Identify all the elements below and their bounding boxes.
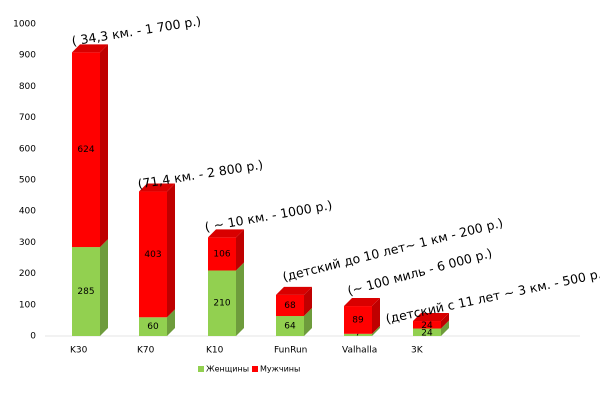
y-tick-label: 300	[19, 238, 36, 248]
bar-top	[208, 229, 244, 238]
bar	[139, 191, 167, 318]
bar-side	[441, 320, 449, 336]
bar-top	[72, 44, 108, 53]
data-label: 64	[284, 322, 296, 332]
bar-side	[100, 44, 108, 248]
annotation: ( ~ 10 км. - 1000 р.)	[204, 197, 334, 234]
y-tick-label: 500	[19, 176, 36, 186]
bar-side	[100, 239, 108, 336]
x-tick-label: K70	[137, 346, 155, 356]
bar-side	[304, 286, 312, 317]
data-label: 106	[213, 249, 230, 259]
data-label: 89	[352, 315, 364, 325]
y-tick-label: 800	[19, 82, 36, 92]
y-tick-label: 400	[19, 207, 36, 217]
bar	[72, 247, 100, 336]
data-label: 60	[147, 322, 159, 332]
bar-side	[236, 229, 244, 271]
y-tick-label: 700	[19, 113, 36, 123]
y-tick-label: 1000	[13, 20, 36, 30]
bar-side	[236, 262, 244, 336]
bar	[208, 270, 236, 336]
x-tick-label: 3K	[411, 346, 424, 356]
bar-side	[304, 308, 312, 336]
bar	[413, 328, 441, 336]
annotation: (71,4 км. - 2 800 р.)	[137, 157, 264, 192]
x-tick-label: K30	[70, 346, 88, 356]
data-label: 24	[421, 321, 433, 331]
y-tick-label: 0	[30, 332, 36, 342]
bar	[344, 306, 372, 334]
data-label: 68	[284, 301, 296, 311]
bar	[276, 294, 304, 317]
bar-side	[441, 313, 449, 329]
x-tick-label: FunRun	[274, 346, 307, 356]
bar	[139, 317, 167, 336]
data-label: 624	[77, 145, 94, 155]
bar-side	[372, 298, 380, 334]
legend-swatch	[252, 366, 258, 372]
bar-side	[167, 309, 175, 336]
y-tick-label: 900	[19, 51, 36, 61]
legend-label: Мужчины	[260, 365, 300, 374]
annotation: ( 34,3 км. - 1 700 р.)	[71, 13, 202, 48]
data-label: 285	[77, 287, 94, 297]
y-tick-label: 600	[19, 144, 36, 154]
data-label: 210	[213, 299, 230, 309]
bar	[413, 321, 441, 329]
bar	[208, 237, 236, 271]
bar	[276, 316, 304, 336]
bar-side	[372, 325, 380, 336]
bar-side	[167, 183, 175, 318]
bar	[72, 52, 100, 248]
bar-top	[276, 286, 312, 295]
legend-swatch	[198, 366, 204, 372]
bar-top	[413, 313, 449, 322]
bar	[344, 333, 372, 336]
y-tick-label: 100	[19, 300, 36, 310]
x-tick-label: K10	[206, 346, 224, 356]
bar-top	[139, 183, 175, 192]
x-tick-label: Valhalla	[342, 346, 377, 356]
data-label: 24	[421, 329, 433, 339]
bar-top	[344, 298, 380, 307]
y-tick-label: 200	[19, 269, 36, 279]
legend-label: Женщины	[206, 365, 249, 374]
data-label: 403	[144, 250, 161, 260]
